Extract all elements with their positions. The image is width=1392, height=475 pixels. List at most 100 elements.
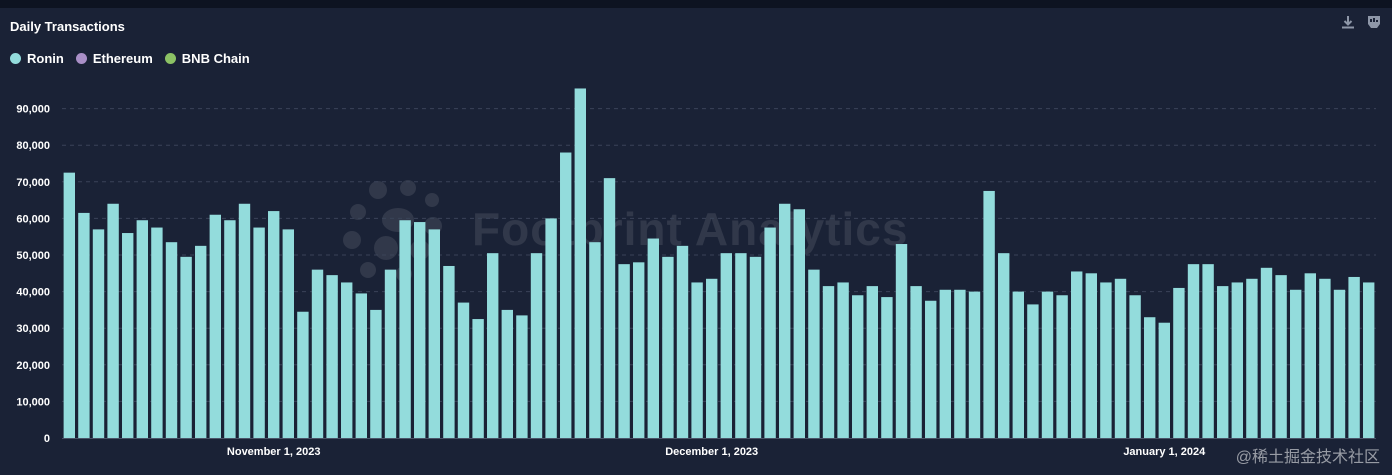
bar[interactable]: [165, 242, 178, 438]
bar[interactable]: [1348, 276, 1360, 438]
bar[interactable]: [1275, 275, 1287, 438]
bar[interactable]: [1231, 282, 1243, 438]
bar[interactable]: [662, 256, 674, 438]
bar[interactable]: [910, 286, 922, 438]
bar[interactable]: [1187, 264, 1200, 438]
bar[interactable]: [560, 152, 572, 438]
bar[interactable]: [1158, 322, 1170, 438]
bar[interactable]: [107, 203, 119, 438]
bar[interactable]: [516, 315, 528, 438]
bar[interactable]: [238, 203, 251, 438]
bar[interactable]: [151, 227, 163, 438]
bar[interactable]: [136, 220, 148, 438]
bar[interactable]: [209, 214, 221, 438]
bar[interactable]: [384, 269, 397, 438]
bar[interactable]: [1363, 282, 1375, 438]
bar[interactable]: [1114, 278, 1127, 438]
bar[interactable]: [1333, 289, 1346, 438]
bar[interactable]: [633, 262, 645, 438]
bar[interactable]: [983, 190, 995, 438]
bar[interactable]: [925, 300, 937, 438]
bar[interactable]: [866, 286, 878, 438]
bar[interactable]: [1129, 295, 1141, 438]
bar[interactable]: [1260, 267, 1273, 438]
bar[interactable]: [122, 233, 134, 438]
bar[interactable]: [676, 245, 689, 438]
bar[interactable]: [1217, 286, 1229, 438]
bar[interactable]: [355, 293, 367, 438]
bar[interactable]: [282, 229, 294, 438]
bar[interactable]: [720, 253, 732, 438]
bar[interactable]: [603, 178, 616, 438]
bar[interactable]: [1173, 287, 1185, 438]
bar[interactable]: [1144, 317, 1156, 438]
bar[interactable]: [793, 209, 805, 438]
bar[interactable]: [1246, 278, 1258, 438]
legend-item-bnb-chain[interactable]: BNB Chain: [164, 51, 250, 66]
bar[interactable]: [1290, 289, 1302, 438]
bar[interactable]: [311, 269, 324, 438]
y-tick-label: 70,000: [16, 177, 50, 189]
bar[interactable]: [195, 245, 207, 438]
bar[interactable]: [1056, 295, 1068, 438]
bar[interactable]: [647, 238, 659, 438]
bar[interactable]: [224, 220, 236, 438]
bar[interactable]: [1085, 273, 1097, 438]
bar[interactable]: [764, 227, 776, 438]
bar[interactable]: [1100, 282, 1112, 438]
bar[interactable]: [735, 253, 747, 438]
bar[interactable]: [589, 242, 601, 438]
bar[interactable]: [414, 222, 426, 438]
bar[interactable]: [1041, 291, 1054, 438]
bar[interactable]: [852, 295, 864, 438]
bar[interactable]: [92, 229, 105, 438]
bar[interactable]: [297, 311, 309, 438]
legend-dot-bnb-chain: [164, 53, 176, 64]
download-icon[interactable]: [1340, 14, 1356, 30]
bar[interactable]: [530, 253, 543, 438]
bar[interactable]: [881, 297, 893, 438]
bar[interactable]: [268, 211, 280, 438]
bar[interactable]: [618, 264, 630, 438]
bar[interactable]: [808, 269, 820, 438]
bar[interactable]: [399, 220, 411, 438]
bar[interactable]: [1012, 291, 1024, 438]
bar[interactable]: [779, 203, 791, 438]
bar[interactable]: [691, 282, 703, 438]
bar[interactable]: [341, 282, 353, 438]
bar[interactable]: [1304, 273, 1316, 438]
bar[interactable]: [954, 289, 966, 438]
bar[interactable]: [939, 289, 951, 438]
bar[interactable]: [428, 229, 440, 438]
legend-item-ethereum[interactable]: Ethereum: [75, 51, 153, 66]
image-export-icon[interactable]: [1366, 14, 1382, 30]
bar[interactable]: [501, 309, 513, 438]
x-axis: November 1, 2023 December 1, 2023 January …: [62, 438, 1376, 458]
bar[interactable]: [574, 88, 586, 438]
bar[interactable]: [472, 319, 484, 438]
bar[interactable]: [253, 227, 265, 438]
bar[interactable]: [895, 244, 908, 438]
bar[interactable]: [749, 256, 762, 438]
bar[interactable]: [1071, 271, 1083, 438]
bar[interactable]: [78, 212, 90, 438]
bar[interactable]: [370, 309, 382, 438]
bar[interactable]: [1319, 278, 1331, 438]
bar[interactable]: [443, 265, 455, 438]
bar[interactable]: [837, 282, 849, 438]
x-tick-label: December 1, 2023: [665, 446, 758, 458]
bar[interactable]: [998, 253, 1010, 438]
y-axis: 0 10,000 20,000 30,000 40,000 50,000 60,000 70,…: [16, 104, 50, 445]
bar[interactable]: [487, 253, 499, 438]
bar[interactable]: [326, 275, 338, 438]
bar[interactable]: [457, 302, 470, 438]
legend-item-ronin[interactable]: Ronin: [10, 51, 64, 66]
bar[interactable]: [545, 218, 557, 438]
bar[interactable]: [1027, 304, 1039, 438]
bar[interactable]: [180, 256, 192, 438]
bar[interactable]: [822, 286, 835, 438]
bar[interactable]: [63, 172, 75, 438]
bar[interactable]: [706, 278, 718, 438]
bar[interactable]: [968, 291, 981, 438]
bar[interactable]: [1202, 264, 1214, 438]
